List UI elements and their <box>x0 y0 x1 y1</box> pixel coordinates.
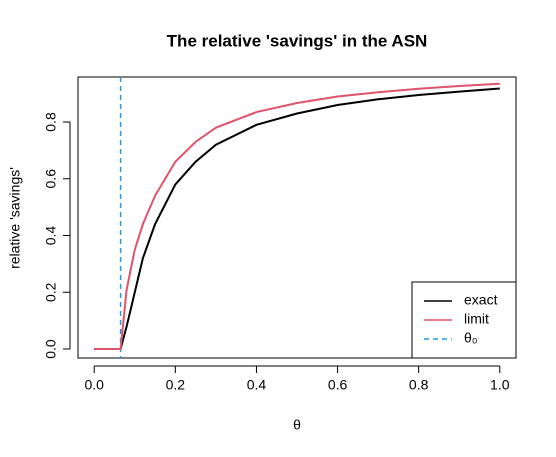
x-tick-label: 0.8 <box>409 377 429 393</box>
x-tick-label: 0.4 <box>247 377 267 393</box>
x-tick-label: 0.0 <box>84 377 104 393</box>
plot-frame <box>77 76 517 359</box>
series-line <box>94 82 500 351</box>
y-tick-label: 0.6 <box>43 169 59 189</box>
y-axis-label: relative 'savings' <box>7 167 23 269</box>
series-line <box>94 87 500 351</box>
legend-label: limit <box>464 311 489 327</box>
x-tick-label: 0.6 <box>328 377 348 393</box>
y-tick-label: 0.4 <box>43 226 59 246</box>
legend-label: θ₀ <box>464 330 478 346</box>
y-tick-label: 0.2 <box>43 282 59 302</box>
x-tick-label: 0.2 <box>166 377 186 393</box>
x-axis-label: θ <box>293 417 301 433</box>
y-tick-label: 0.0 <box>43 339 59 359</box>
chart-title: The relative 'savings' in the ASN <box>167 31 428 50</box>
x-tick-label: 1.0 <box>490 377 510 393</box>
legend-label: exact <box>464 292 498 308</box>
y-tick-label: 0.8 <box>43 112 59 132</box>
